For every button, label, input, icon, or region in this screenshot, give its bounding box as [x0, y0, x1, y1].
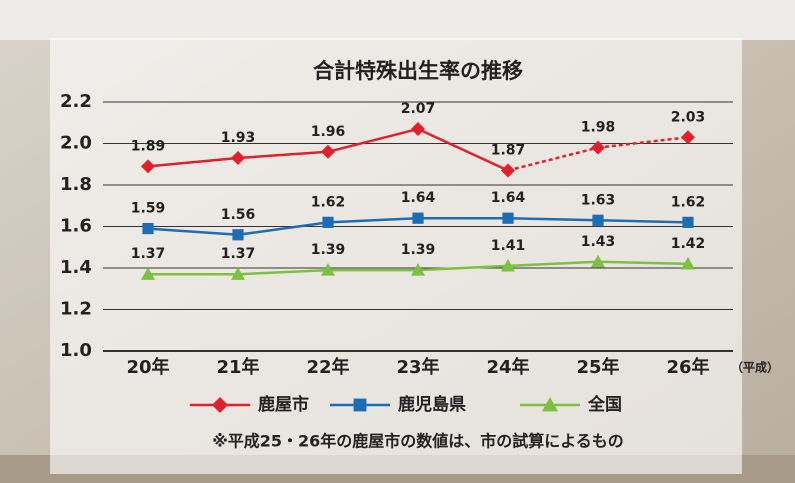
- y-tick-label: 2.0: [60, 133, 92, 154]
- value-label: 1.37: [131, 246, 166, 262]
- y-tick-label: 1.6: [60, 216, 92, 237]
- value-label: 2.03: [671, 109, 706, 125]
- marker: [322, 217, 333, 228]
- page: 合計特殊出生率の推移 （平成） ※平成25・26年の鹿屋市の数値は、市の試算によ…: [0, 0, 795, 483]
- y-tick-label: 1.0: [60, 340, 92, 361]
- value-label: 1.98: [581, 120, 616, 136]
- x-tick-label: 24年: [486, 356, 529, 378]
- y-tick-label: 1.4: [60, 257, 92, 278]
- note: ※平成25・26年の鹿屋市の数値は、市の試算によるもの: [212, 432, 624, 451]
- value-label: 1.39: [401, 242, 436, 258]
- legend-label: 鹿屋市: [258, 394, 309, 415]
- x-tick-label: 21年: [216, 356, 259, 378]
- value-label: 2.07: [401, 101, 436, 117]
- chart: 合計特殊出生率の推移 （平成） ※平成25・26年の鹿屋市の数値は、市の試算によ…: [0, 0, 795, 483]
- marker: [592, 215, 603, 226]
- value-label: 1.59: [131, 201, 166, 217]
- x-tick-label: 23年: [396, 356, 439, 378]
- y-tick-label: 2.2: [60, 91, 92, 112]
- value-label: 1.93: [221, 130, 256, 146]
- y-tick-label: 1.8: [60, 174, 92, 195]
- value-label: 1.62: [311, 194, 346, 210]
- x-tick-label: 22年: [306, 356, 349, 378]
- x-tick-label: 25年: [576, 356, 619, 378]
- marker: [502, 213, 513, 224]
- value-label: 1.62: [671, 194, 706, 210]
- value-label: 1.43: [581, 234, 616, 250]
- marker: [142, 223, 153, 234]
- x-tick-label: 26年: [666, 356, 709, 378]
- legend-label: 全国: [587, 394, 622, 415]
- x-unit: （平成）: [731, 360, 779, 375]
- ceiling: [0, 0, 795, 40]
- value-label: 1.64: [491, 190, 526, 206]
- value-label: 1.41: [491, 238, 526, 254]
- y-tick-label: 1.2: [60, 299, 92, 320]
- value-label: 1.42: [671, 236, 706, 252]
- value-label: 1.87: [491, 142, 526, 158]
- marker: [412, 213, 423, 224]
- value-label: 1.56: [221, 207, 256, 223]
- value-label: 1.37: [221, 246, 256, 262]
- value-label: 1.96: [311, 124, 346, 140]
- value-label: 1.39: [311, 242, 346, 258]
- legend-marker: [354, 399, 367, 412]
- value-label: 1.89: [131, 138, 166, 154]
- value-label: 1.63: [581, 192, 616, 208]
- legend-label: 鹿児島県: [398, 394, 466, 415]
- chart-title: 合計特殊出生率の推移: [313, 59, 523, 83]
- marker: [682, 217, 693, 228]
- value-label: 1.64: [401, 190, 436, 206]
- x-tick-label: 20年: [126, 356, 169, 378]
- marker: [232, 229, 243, 240]
